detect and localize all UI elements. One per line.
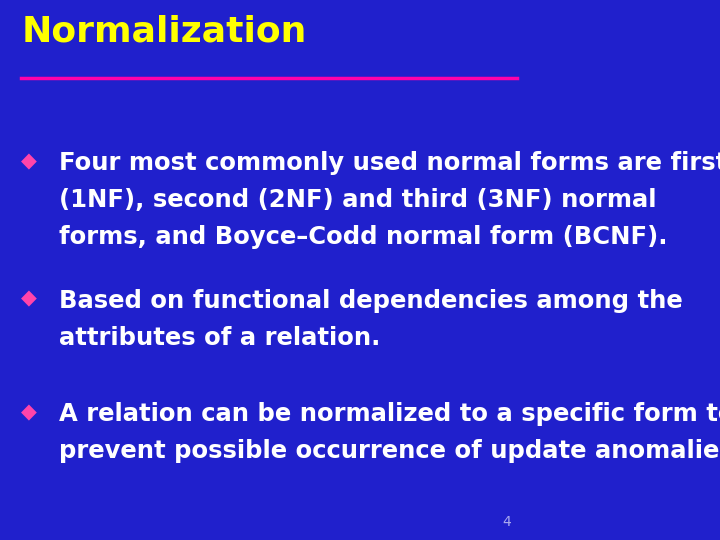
Text: prevent possible occurrence of update anomalies.: prevent possible occurrence of update an… [58,439,720,463]
Text: Based on functional dependencies among the: Based on functional dependencies among t… [58,289,683,313]
Text: ◆: ◆ [22,151,37,171]
Text: ◆: ◆ [22,289,37,309]
Text: A relation can be normalized to a specific form to: A relation can be normalized to a specif… [58,402,720,426]
Text: 4: 4 [503,515,511,529]
Text: attributes of a relation.: attributes of a relation. [58,326,380,349]
Text: Normalization: Normalization [22,15,307,49]
Text: (1NF), second (2NF) and third (3NF) normal: (1NF), second (2NF) and third (3NF) norm… [58,188,656,212]
Text: Four most commonly used normal forms are first: Four most commonly used normal forms are… [58,151,720,175]
Text: ◆: ◆ [22,402,37,422]
Text: forms, and Boyce–Codd normal form (BCNF).: forms, and Boyce–Codd normal form (BCNF)… [58,225,667,248]
